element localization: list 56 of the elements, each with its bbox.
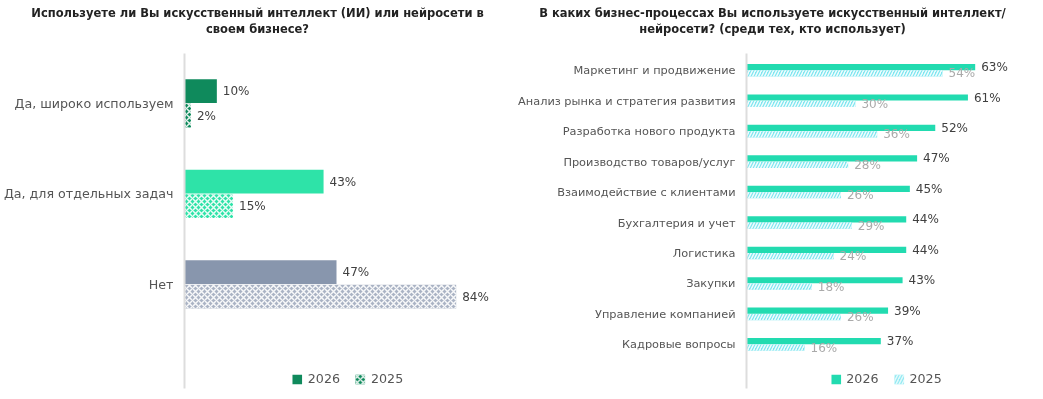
- y-tick-label: Да, для отдельных задач: [3, 186, 174, 202]
- chart-title: В каких бизнес-процессах Вы используете искусственный интеллект/нейросети? (среди тех, кто использует): [538, 5, 1007, 38]
- data-label: 36%: [883, 127, 910, 142]
- bar: [746, 246, 907, 253]
- y-tick-label: Да, широко используем: [14, 95, 174, 111]
- legend-label: 2026: [846, 371, 879, 386]
- data-label: 39%: [894, 303, 921, 318]
- data-label: 47%: [342, 265, 370, 280]
- y-tick-label: Закупки: [686, 276, 736, 291]
- data-label: 16%: [810, 340, 838, 355]
- data-label: 84%: [462, 289, 489, 304]
- data-label: 61%: [973, 90, 1001, 105]
- data-label: 24%: [839, 249, 867, 264]
- y-tick-label: Кадровые вопросы: [622, 337, 736, 352]
- data-label: 29%: [857, 218, 885, 233]
- bar: [746, 94, 968, 101]
- y-tick-label: Взаимодействие с клиентами: [557, 185, 736, 200]
- data-label: 63%: [981, 60, 1008, 75]
- data-label: 18%: [817, 279, 845, 294]
- legend-label: 2026: [307, 371, 340, 386]
- legend-label: 2025: [371, 371, 404, 386]
- bar: [746, 338, 881, 345]
- y-tick-label: Анализ рынка и стратегия развития: [518, 93, 736, 108]
- data-label: 26%: [846, 310, 874, 325]
- y-tick-label: Управление компанией: [595, 306, 736, 321]
- bar: [746, 155, 918, 162]
- data-label: 10%: [222, 84, 250, 99]
- bar: [184, 260, 337, 285]
- data-label: 43%: [908, 273, 936, 288]
- y-tick-label: Бухгалтерия и учет: [617, 215, 736, 230]
- chart-title: Используете ли Вы искусственный интеллект (ИИ) или нейросети в своем бизнесе?: [30, 5, 485, 38]
- data-label: 44%: [912, 242, 939, 257]
- bar: [746, 277, 903, 284]
- y-tick-label: Нет: [148, 276, 174, 292]
- data-label: 45%: [915, 181, 943, 196]
- data-label: 26%: [846, 188, 874, 203]
- bar: [184, 169, 324, 194]
- data-label: 2%: [196, 108, 217, 123]
- y-tick-label: Логистика: [672, 245, 736, 260]
- legend-label: 2025: [909, 371, 942, 386]
- data-label: 28%: [854, 157, 881, 172]
- bar: [746, 307, 889, 314]
- bar: [746, 185, 910, 192]
- data-label: 15%: [239, 199, 266, 214]
- data-label: 54%: [948, 66, 976, 81]
- bar: [184, 79, 217, 103]
- data-label: 47%: [923, 151, 950, 166]
- data-label: 43%: [329, 174, 357, 189]
- y-tick-label: Производство товаров/услуг: [563, 154, 736, 169]
- data-label: 52%: [941, 120, 968, 135]
- y-tick-label: Маркетинг и продвижение: [573, 63, 736, 78]
- data-label: 44%: [912, 212, 939, 227]
- y-tick-label: Разработка нового продукта: [562, 124, 736, 139]
- data-label: 30%: [861, 96, 889, 111]
- bar: [746, 216, 907, 223]
- data-label: 37%: [886, 334, 914, 349]
